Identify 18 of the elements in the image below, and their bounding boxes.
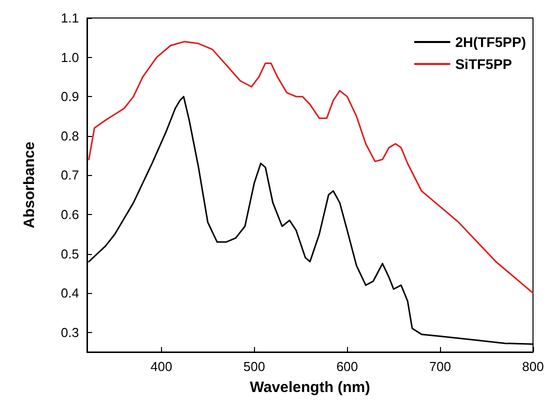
- x-tick-label: 700: [429, 359, 451, 374]
- legend-label: 2H(TF5PP): [455, 34, 526, 50]
- y-tick-label: 0.8: [60, 128, 79, 144]
- y-tick-label: 0.5: [60, 246, 79, 262]
- y-tick-label: 0.6: [60, 206, 79, 222]
- y-tick-label: 0.9: [60, 89, 79, 104]
- y-axis-title: Absorbance: [21, 142, 38, 228]
- y-tick-label: 0.3: [60, 324, 79, 340]
- y-tick-label: 1.1: [60, 10, 79, 26]
- x-tick-label: 500: [243, 359, 266, 374]
- x-tick-label: 800: [522, 359, 544, 374]
- y-tick-label: 0.7: [60, 168, 79, 183]
- x-tick-label: 600: [336, 359, 358, 374]
- x-tick-label: 400: [150, 359, 172, 374]
- x-axis-title: Wavelength (nm): [250, 379, 370, 396]
- y-tick-label: 0.4: [60, 286, 79, 301]
- legend-label: SiTF5PP: [455, 56, 512, 72]
- y-tick-label: 1.0: [60, 50, 79, 65]
